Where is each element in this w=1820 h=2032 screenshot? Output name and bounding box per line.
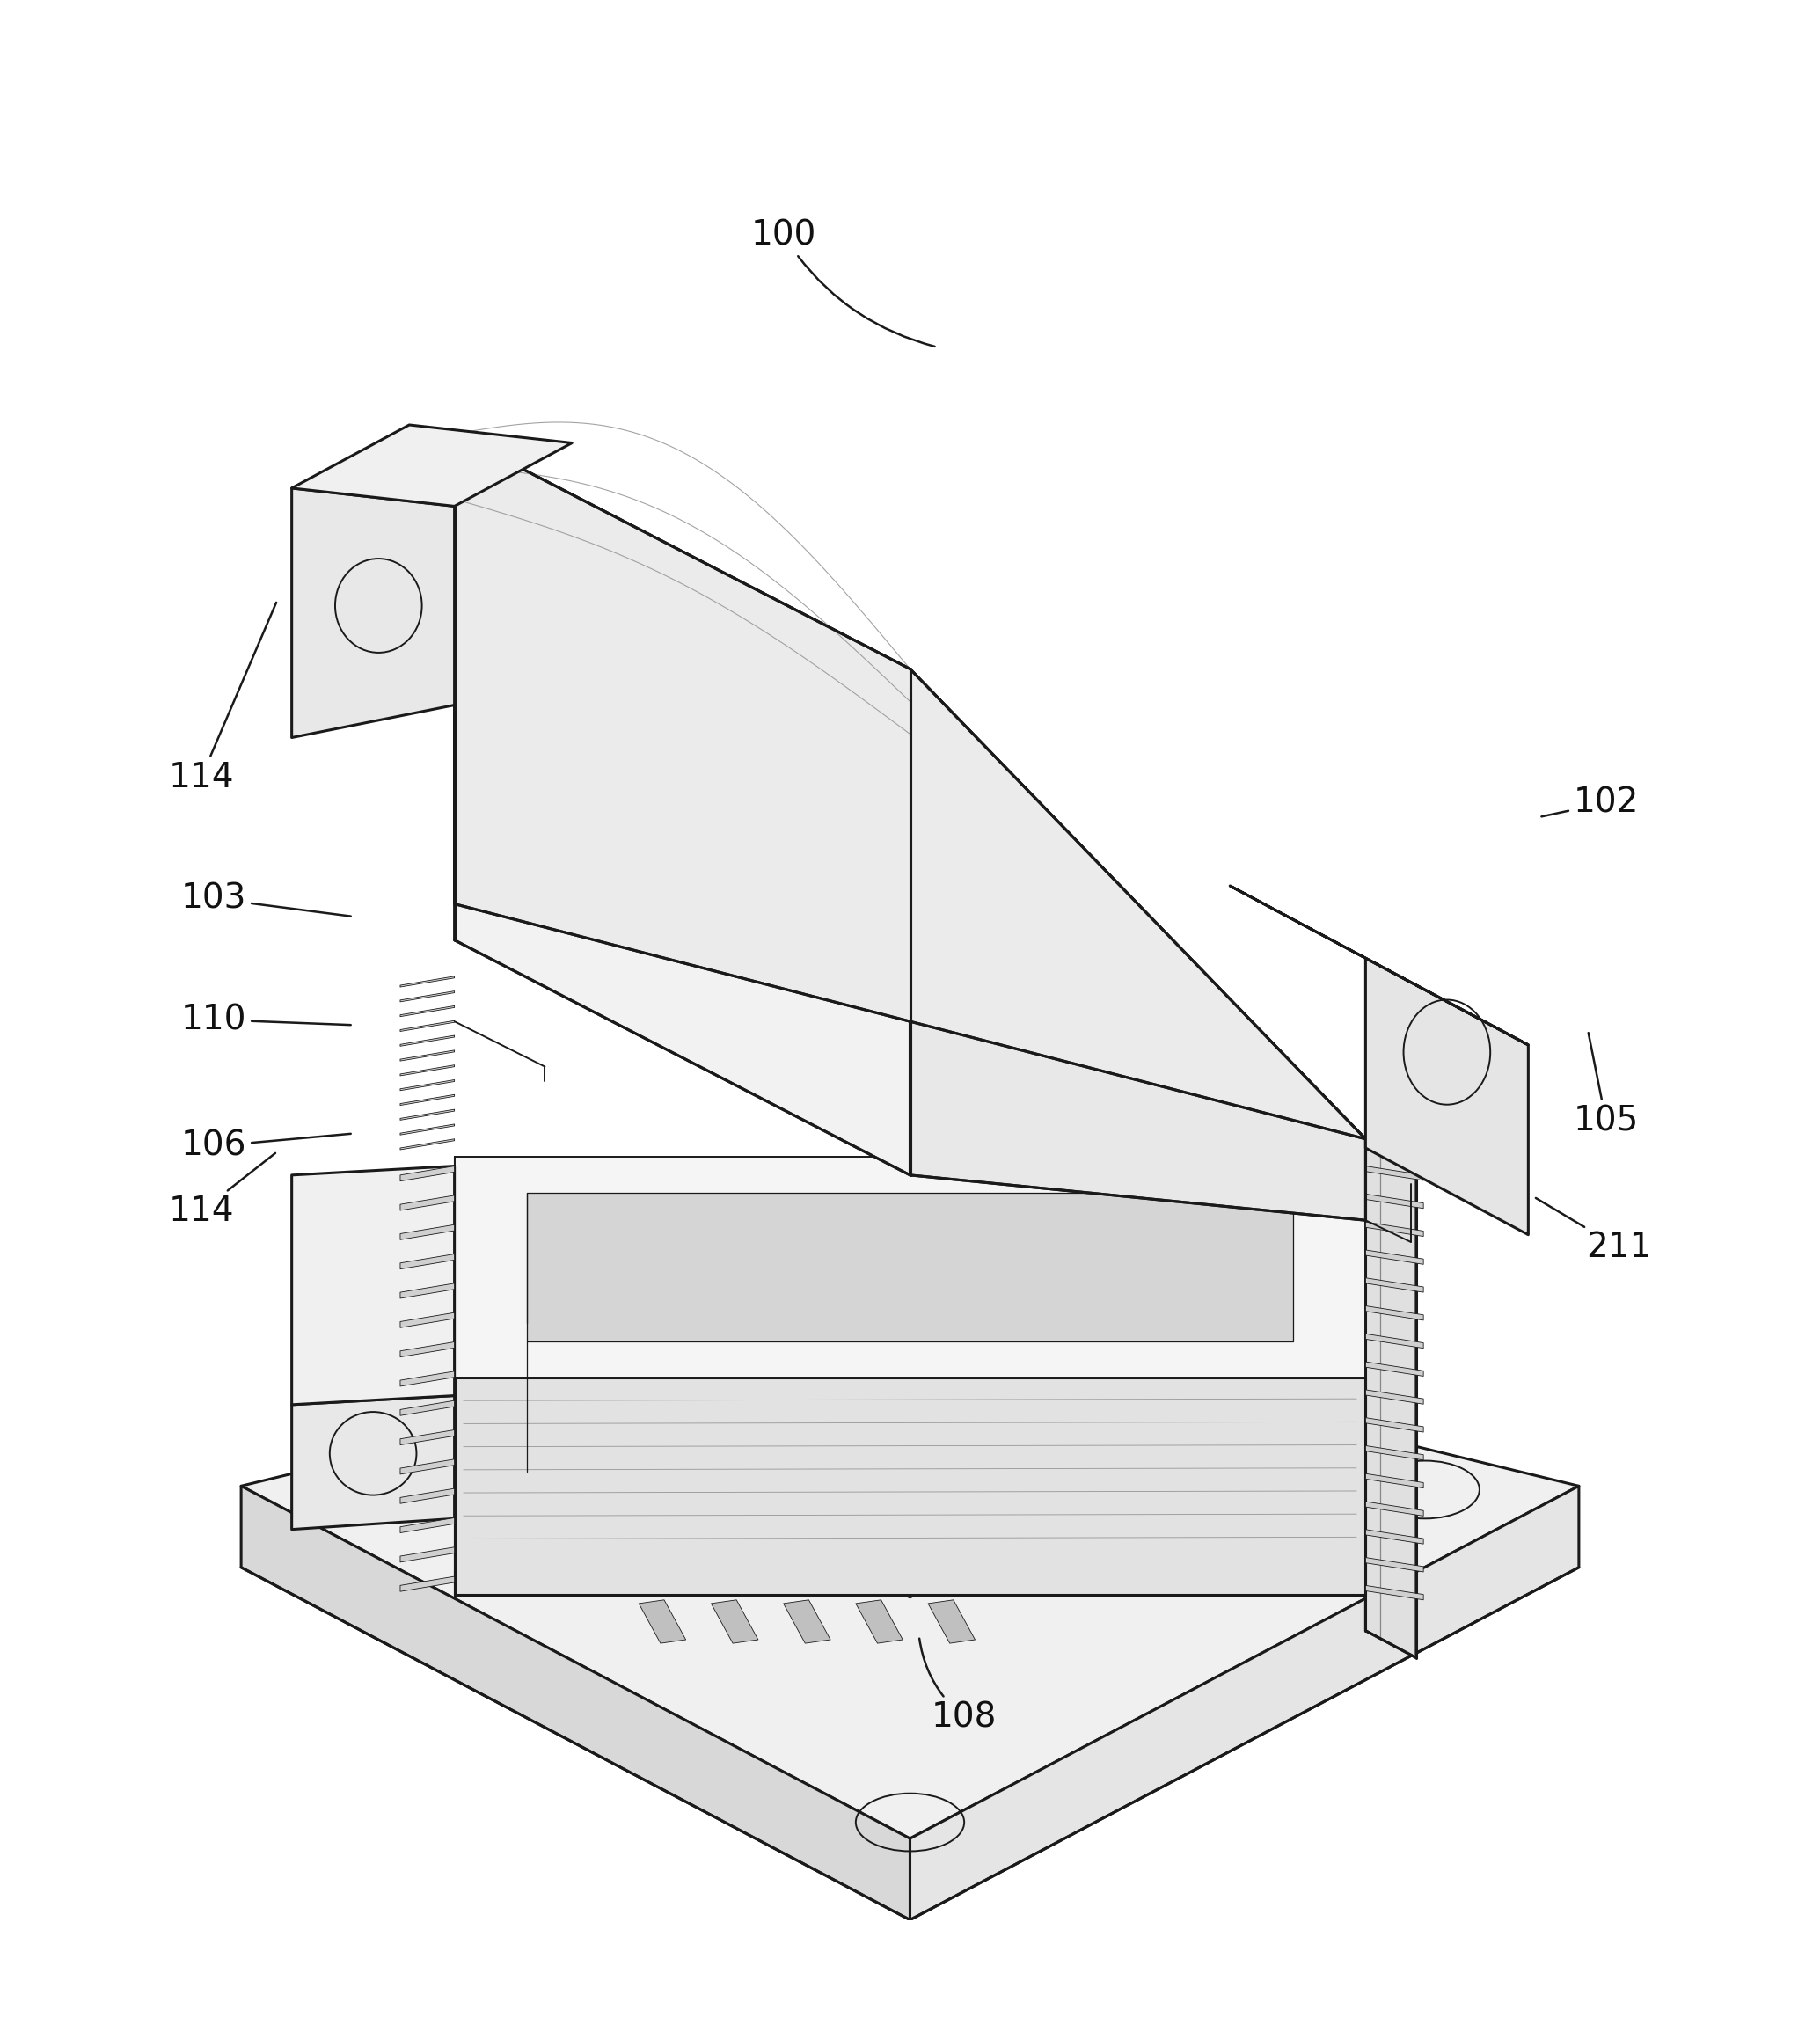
Polygon shape — [400, 1489, 455, 1504]
Text: 105: 105 — [1572, 1032, 1638, 1138]
Polygon shape — [291, 488, 455, 738]
Text: 211: 211 — [1536, 1199, 1651, 1264]
Polygon shape — [1365, 1361, 1423, 1376]
Text: 102: 102 — [1542, 786, 1638, 819]
Polygon shape — [400, 1313, 455, 1327]
Text: 114: 114 — [169, 601, 277, 795]
Polygon shape — [400, 1124, 455, 1136]
Polygon shape — [400, 1095, 455, 1105]
Polygon shape — [1365, 1502, 1423, 1516]
Polygon shape — [400, 975, 455, 988]
Polygon shape — [240, 1323, 1580, 1839]
Polygon shape — [495, 1187, 1325, 1569]
Polygon shape — [400, 1546, 455, 1563]
Polygon shape — [400, 1284, 455, 1298]
Polygon shape — [400, 1166, 455, 1181]
Polygon shape — [400, 1431, 455, 1445]
Polygon shape — [400, 1372, 455, 1386]
Polygon shape — [400, 1006, 455, 1016]
Text: 108: 108 — [919, 1638, 997, 1733]
Polygon shape — [639, 1599, 686, 1644]
Polygon shape — [1365, 1445, 1423, 1461]
Polygon shape — [240, 1485, 910, 1920]
Polygon shape — [1365, 1418, 1423, 1433]
Polygon shape — [400, 992, 455, 1002]
Polygon shape — [455, 435, 910, 1174]
Polygon shape — [455, 1156, 1365, 1597]
Polygon shape — [1365, 959, 1529, 1235]
Polygon shape — [1365, 1195, 1423, 1209]
Text: 106: 106 — [182, 1130, 351, 1162]
Polygon shape — [1365, 1250, 1423, 1264]
Polygon shape — [1365, 1530, 1423, 1544]
Polygon shape — [1365, 1138, 1416, 1658]
Polygon shape — [455, 1156, 1365, 1378]
Polygon shape — [291, 1396, 455, 1530]
Polygon shape — [526, 1193, 1294, 1341]
Polygon shape — [675, 1345, 976, 1508]
Polygon shape — [291, 425, 571, 506]
Polygon shape — [400, 1459, 455, 1473]
Polygon shape — [910, 1485, 1580, 1920]
Polygon shape — [400, 1051, 455, 1061]
Polygon shape — [1365, 1333, 1423, 1347]
Polygon shape — [400, 1254, 455, 1270]
Text: 114: 114 — [169, 1152, 275, 1227]
Polygon shape — [910, 669, 1365, 1221]
Text: 110: 110 — [182, 1004, 351, 1036]
Polygon shape — [400, 1518, 455, 1532]
Text: 100: 100 — [750, 217, 935, 347]
Polygon shape — [1365, 1390, 1423, 1404]
Polygon shape — [400, 1138, 455, 1150]
Polygon shape — [783, 1599, 830, 1644]
Polygon shape — [455, 1378, 1365, 1595]
Polygon shape — [855, 1599, 903, 1644]
Polygon shape — [400, 1020, 455, 1032]
Text: 103: 103 — [182, 882, 351, 916]
Polygon shape — [400, 1341, 455, 1357]
Polygon shape — [291, 1166, 455, 1404]
Polygon shape — [400, 1195, 455, 1211]
Polygon shape — [400, 1079, 455, 1091]
Polygon shape — [400, 1065, 455, 1075]
Polygon shape — [1365, 1473, 1423, 1487]
Polygon shape — [400, 1036, 455, 1046]
Polygon shape — [1365, 1307, 1423, 1321]
Polygon shape — [712, 1599, 759, 1644]
Polygon shape — [400, 1109, 455, 1120]
Polygon shape — [928, 1599, 976, 1644]
Polygon shape — [1365, 1166, 1423, 1181]
Polygon shape — [400, 1577, 455, 1591]
Polygon shape — [1365, 1221, 1423, 1235]
Polygon shape — [400, 1400, 455, 1416]
Polygon shape — [1365, 1585, 1423, 1599]
Polygon shape — [455, 435, 1365, 1138]
Polygon shape — [1365, 1557, 1423, 1573]
Polygon shape — [834, 1225, 1247, 1451]
Polygon shape — [1365, 1278, 1423, 1292]
Polygon shape — [1230, 886, 1529, 1044]
Polygon shape — [400, 1225, 455, 1240]
